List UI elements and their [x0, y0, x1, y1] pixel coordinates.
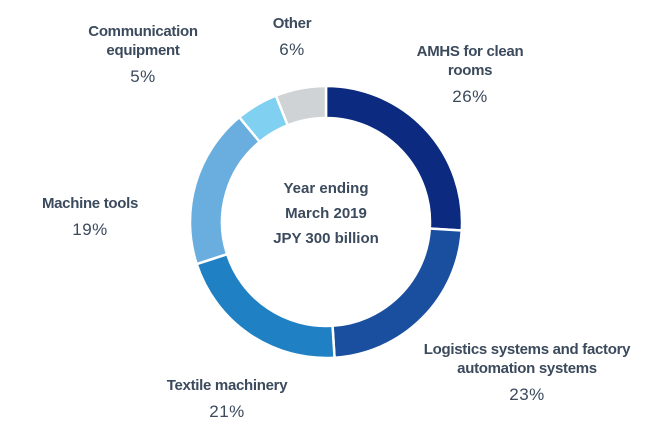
- value-label: 26%: [452, 87, 488, 106]
- slice-label: Textile machinery 21%: [142, 376, 312, 421]
- category-name: Machine tools: [41, 195, 139, 212]
- category-name: Logistics systems and factory automation…: [423, 341, 631, 377]
- center-line: March 2019: [285, 205, 367, 222]
- category-name: Textile machinery: [166, 377, 288, 394]
- slice-label: AMHS for clean rooms 26%: [415, 42, 525, 106]
- value-label: 6%: [279, 40, 305, 59]
- value-label: 21%: [209, 402, 245, 421]
- value-label: 19%: [72, 220, 108, 239]
- center-label: Year ending March 2019 JPY 300 billion: [236, 176, 416, 251]
- center-line: Year ending: [283, 180, 369, 197]
- slice-label: Other 6%: [252, 14, 332, 59]
- value-label: 5%: [130, 67, 156, 86]
- donut-segment: [195, 252, 336, 360]
- slice-label: Logistics systems and factory automation…: [412, 340, 642, 404]
- category-name: Other: [272, 15, 312, 32]
- slice-label: Machine tools 19%: [20, 194, 160, 239]
- slice-label: Communication equipment 5%: [68, 22, 218, 86]
- value-label: 23%: [509, 385, 545, 404]
- category-name: AMHS for clean rooms: [416, 43, 524, 79]
- category-name: Communication equipment: [88, 23, 198, 59]
- center-line: JPY 300 billion: [273, 230, 379, 247]
- donut-segment: [274, 84, 328, 127]
